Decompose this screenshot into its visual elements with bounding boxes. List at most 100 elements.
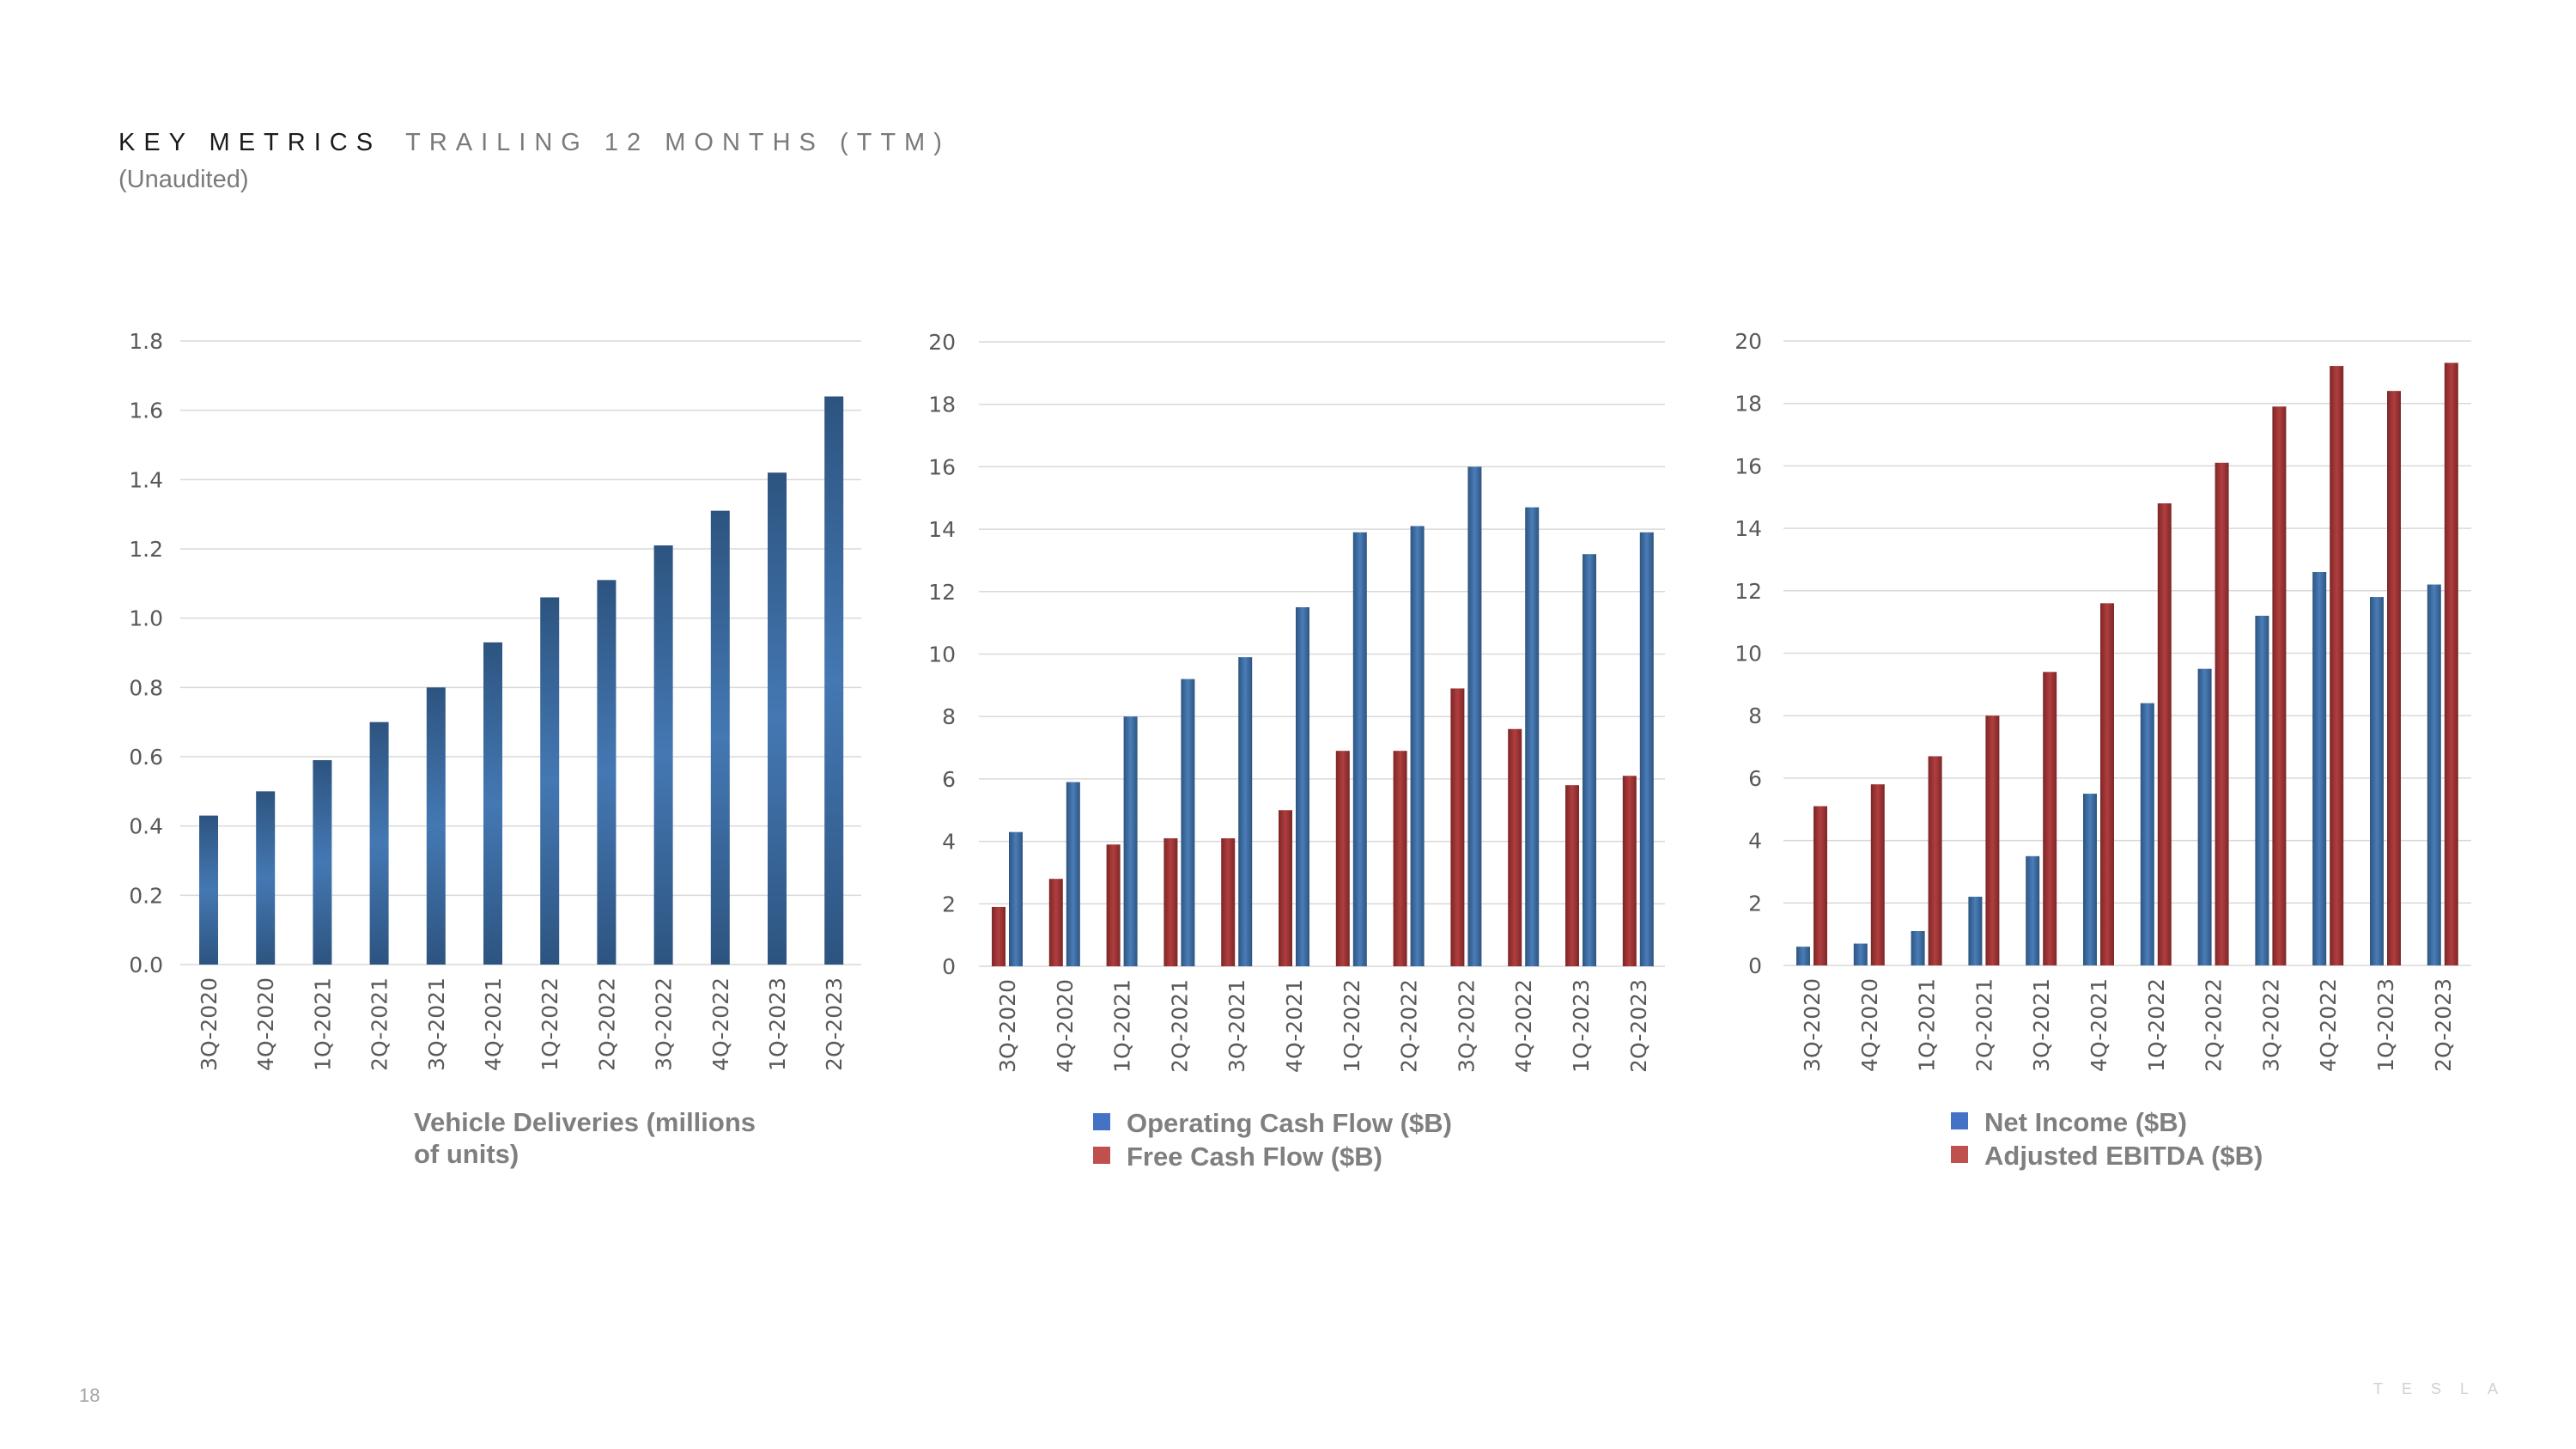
x-tick-label: 2Q-2023 bbox=[1626, 979, 1651, 1073]
bar-deliveries-s0-4Q-2020 bbox=[256, 791, 276, 965]
y-tick-label: 18 bbox=[928, 393, 956, 417]
bar-income-s1-1Q-2022 bbox=[2157, 503, 2172, 965]
bar-income-s0-1Q-2021 bbox=[1911, 931, 1925, 965]
y-tick-label: 6 bbox=[1748, 766, 1762, 791]
bar-deliveries-s0-4Q-2021 bbox=[483, 642, 502, 965]
bar-income-s1-1Q-2023 bbox=[2387, 391, 2401, 965]
bar-deliveries-s0-2Q-2023 bbox=[824, 396, 844, 965]
bar-income-s1-2Q-2021 bbox=[1985, 715, 2000, 965]
bar-cashflow-s0-2Q-2023 bbox=[1622, 776, 1637, 966]
legend-swatch-blue bbox=[1951, 1112, 1968, 1129]
x-tick-label: 4Q-2020 bbox=[253, 977, 278, 1071]
legend-swatch-red bbox=[1951, 1146, 1968, 1163]
y-tick-label: 2 bbox=[1748, 891, 1762, 916]
title-key-metrics: KEY METRICS bbox=[118, 129, 382, 156]
y-tick-label: 10 bbox=[928, 642, 956, 667]
bar-income-s0-4Q-2021 bbox=[2083, 794, 2097, 965]
x-tick-label: 4Q-2022 bbox=[708, 977, 733, 1071]
x-tick-label: 1Q-2022 bbox=[538, 977, 562, 1071]
bar-income-s0-1Q-2022 bbox=[2140, 703, 2154, 965]
bar-income-s1-3Q-2020 bbox=[1814, 806, 1827, 965]
x-tick-label: 2Q-2022 bbox=[2202, 978, 2227, 1072]
legend-label: Free Cash Flow ($B) bbox=[1127, 1142, 1382, 1172]
x-tick-label: 2Q-2021 bbox=[368, 977, 392, 1071]
bar-cashflow-s0-3Q-2021 bbox=[1221, 837, 1236, 966]
bar-income-s0-1Q-2023 bbox=[2370, 597, 2384, 965]
bar-income-s1-2Q-2022 bbox=[2215, 462, 2229, 965]
y-tick-label: 12 bbox=[1735, 579, 1762, 604]
bar-income-s0-2Q-2023 bbox=[2427, 584, 2441, 965]
y-tick-label: 1.8 bbox=[129, 329, 163, 354]
x-tick-label: 2Q-2023 bbox=[2431, 978, 2456, 1072]
tesla-logo: TESLA bbox=[2373, 1380, 2518, 1397]
bar-cashflow-s0-1Q-2023 bbox=[1565, 785, 1579, 966]
x-tick-label: 2Q-2023 bbox=[822, 977, 847, 1071]
bar-cashflow-s1-3Q-2021 bbox=[1238, 657, 1253, 966]
bar-income-s1-2Q-2023 bbox=[2444, 362, 2458, 965]
y-tick-label: 0.6 bbox=[129, 745, 163, 770]
x-tick-label: 3Q-2020 bbox=[995, 979, 1020, 1073]
x-tick-label: 4Q-2021 bbox=[1282, 979, 1307, 1073]
y-tick-label: 0.2 bbox=[129, 883, 163, 908]
y-tick-label: 4 bbox=[1748, 829, 1762, 854]
bar-cashflow-s0-2Q-2021 bbox=[1163, 837, 1178, 966]
x-tick-label: 1Q-2022 bbox=[2144, 978, 2169, 1072]
x-tick-label: 2Q-2021 bbox=[1167, 979, 1192, 1073]
bar-cashflow-s1-2Q-2023 bbox=[1639, 532, 1654, 966]
y-tick-label: 1.0 bbox=[129, 606, 163, 631]
y-tick-label: 1.2 bbox=[129, 537, 163, 562]
y-tick-label: 14 bbox=[1735, 516, 1762, 541]
bar-deliveries-s0-3Q-2022 bbox=[653, 545, 673, 965]
y-tick-label: 1.4 bbox=[129, 467, 163, 492]
bar-cashflow-s1-2Q-2022 bbox=[1410, 526, 1425, 966]
bar-cashflow-s0-4Q-2022 bbox=[1508, 728, 1522, 966]
x-tick-label: 3Q-2022 bbox=[652, 977, 677, 1071]
x-tick-label: 4Q-2021 bbox=[2087, 978, 2111, 1072]
legend-caption: Vehicle Deliveries (millions bbox=[414, 1107, 756, 1137]
x-tick-label: 3Q-2022 bbox=[1454, 979, 1479, 1073]
legend-label: Net Income ($B) bbox=[1984, 1107, 2187, 1137]
legend-swatch-blue bbox=[1093, 1113, 1110, 1130]
bar-cashflow-s0-3Q-2020 bbox=[992, 906, 1005, 966]
bar-cashflow-s1-4Q-2022 bbox=[1525, 507, 1540, 966]
legend-label: Adjusted EBITDA ($B) bbox=[1984, 1141, 2263, 1171]
x-tick-label: 4Q-2020 bbox=[1857, 978, 1882, 1072]
x-tick-label: 4Q-2022 bbox=[1511, 979, 1536, 1073]
x-tick-label: 1Q-2023 bbox=[2373, 978, 2398, 1072]
x-tick-label: 2Q-2021 bbox=[1971, 978, 1996, 1072]
bar-income-s0-2Q-2021 bbox=[1968, 897, 1983, 965]
bar-cashflow-s1-2Q-2021 bbox=[1181, 679, 1195, 966]
bar-cashflow-s0-4Q-2021 bbox=[1279, 810, 1292, 966]
x-tick-label: 1Q-2021 bbox=[1915, 978, 1940, 1072]
bar-income-s1-4Q-2022 bbox=[2330, 366, 2344, 966]
bar-income-s0-3Q-2021 bbox=[2026, 855, 2040, 965]
bar-cashflow-s1-4Q-2021 bbox=[1296, 606, 1309, 966]
y-tick-label: 16 bbox=[928, 454, 956, 479]
bar-cashflow-s1-4Q-2020 bbox=[1066, 782, 1080, 966]
y-tick-label: 6 bbox=[942, 767, 956, 792]
y-tick-label: 0 bbox=[942, 954, 956, 979]
bar-deliveries-s0-3Q-2020 bbox=[199, 815, 218, 965]
y-tick-label: 1.6 bbox=[129, 399, 163, 423]
bar-cashflow-s1-1Q-2021 bbox=[1123, 716, 1138, 966]
x-tick-label: 3Q-2020 bbox=[197, 977, 222, 1071]
y-tick-label: 8 bbox=[942, 704, 956, 729]
legend-caption: of units) bbox=[414, 1139, 519, 1169]
bar-cashflow-s0-2Q-2022 bbox=[1393, 751, 1407, 966]
bar-deliveries-s0-1Q-2022 bbox=[540, 597, 560, 965]
x-tick-label: 4Q-2021 bbox=[481, 977, 506, 1071]
page-header: KEY METRICS TRAILING 12 MONTHS (TTM) (Un… bbox=[118, 129, 951, 194]
chart-deliveries: 0.0 0.2 0.4 0.6 0.8 1.0 1.2 1.4 1.6 1.8 3Q-2020 4Q-… bbox=[129, 329, 861, 1169]
bar-income-s0-4Q-2020 bbox=[1853, 943, 1868, 965]
bar-cashflow-s1-1Q-2022 bbox=[1352, 532, 1367, 966]
y-tick-label: 16 bbox=[1735, 454, 1762, 478]
chart-income: 0 2 4 6 8 10 12 14 16 18 20 3Q-2020 4Q-2020 1Q-2021 2Q… bbox=[1735, 329, 2471, 1171]
y-tick-label: 12 bbox=[928, 580, 956, 605]
y-tick-label: 20 bbox=[1735, 329, 1762, 354]
bar-deliveries-s0-3Q-2021 bbox=[426, 687, 446, 965]
x-tick-label: 4Q-2022 bbox=[2316, 978, 2341, 1072]
legend-label: Operating Cash Flow ($B) bbox=[1127, 1108, 1452, 1138]
y-tick-label: 8 bbox=[1748, 703, 1762, 728]
y-tick-label: 0.4 bbox=[129, 814, 163, 839]
